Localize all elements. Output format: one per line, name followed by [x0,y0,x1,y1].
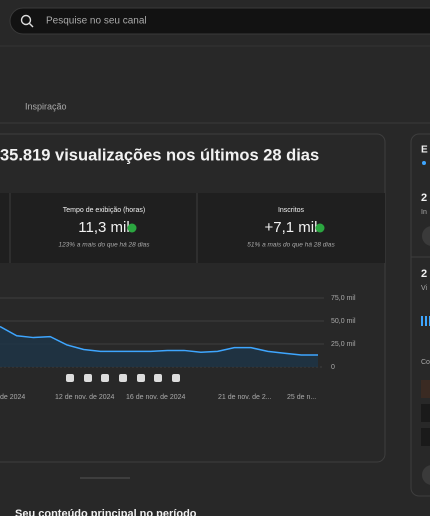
side-stat-label: Vi [421,285,428,292]
x-tick-label: 12 de nov. de 2024 [55,394,115,401]
side-title: E [421,145,428,156]
metric-label: Tempo de exibição (horas) [63,207,146,214]
metrics-row [0,193,385,263]
event-icon[interactable] [101,374,109,382]
metric-value: 11,3 mil [78,219,129,236]
event-icon[interactable] [137,374,145,382]
live-dot [422,161,426,165]
up-icon [127,223,137,233]
tab[interactable]: Inspiração [25,101,67,111]
metric-change: 51% a mais do que há 28 dias [247,242,335,249]
thumbnail[interactable] [421,380,430,398]
side-stat-label: In [421,209,427,216]
side-list-label: Co [421,359,430,366]
metric-change: 123% a mais do que há 28 dias [58,242,150,249]
side-stat: 2 [421,192,427,204]
thumbnail[interactable] [421,428,430,446]
x-tick-label: 21 de nov. de 2... [218,394,272,401]
line [0,325,318,356]
search-placeholder: Pesquise no seu canal [46,16,147,27]
y-tick-label: 0 [331,364,335,371]
mini-bar [421,316,423,326]
event-icons [66,374,180,382]
chart: 0 25,0 mil 50,0 mil 75,0 mil de 2024 12 de no… [0,295,356,401]
event-icon[interactable] [84,374,92,382]
side-button[interactable] [422,226,430,246]
x-tick-label: 25 de n... [287,394,316,401]
event-icon[interactable] [119,374,127,382]
side-stat: 2 [421,268,427,280]
metric-value: +7,1 mil [265,219,318,236]
up-icon [315,223,325,233]
y-tick-label: 50,0 mil [331,318,356,325]
search-box[interactable] [9,7,430,35]
metric-label: Inscritos [278,207,305,214]
y-tick-label: 25,0 mil [331,341,356,348]
event-icon[interactable] [66,374,74,382]
y-tick-label: 75,0 mil [331,295,356,302]
area [0,326,318,367]
mini-bar [425,316,427,326]
thumbnail[interactable] [421,404,430,422]
side-button[interactable] [422,465,430,485]
x-tick-label: 16 de nov. de 2024 [126,394,186,401]
search-icon [20,14,32,26]
section-title: Seu conteúdo principal no período [15,508,197,516]
event-icon[interactable] [154,374,162,382]
x-tick-label: de 2024 [0,394,25,401]
headline: 35.819 visualizações nos últimos 28 dias [0,146,319,164]
event-icon[interactable] [172,374,180,382]
search-icon-handle [29,23,34,28]
